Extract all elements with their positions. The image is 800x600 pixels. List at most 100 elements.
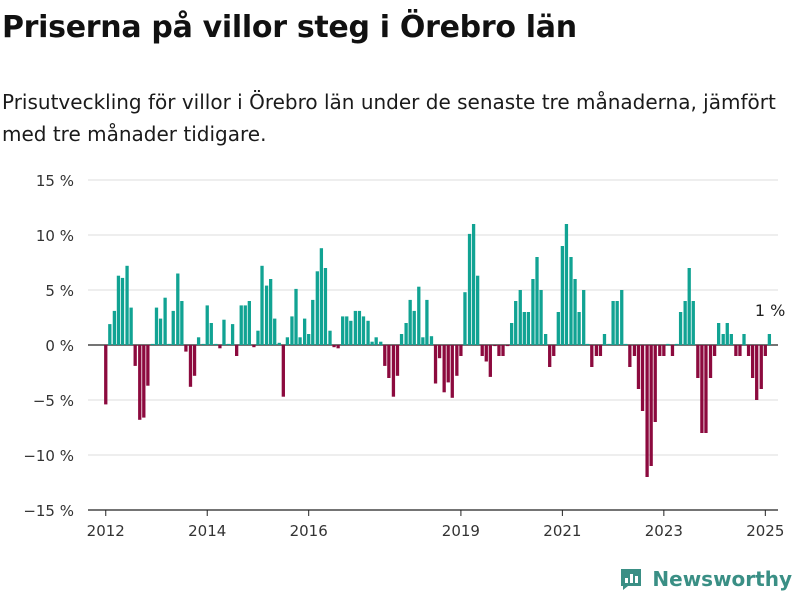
bar: [501, 345, 505, 356]
bar: [281, 345, 285, 397]
bar: [620, 290, 624, 345]
bar: [539, 290, 543, 345]
bar: [590, 345, 594, 367]
x-tick-label: 2025: [746, 522, 784, 540]
bar: [463, 292, 467, 345]
bar: [239, 305, 243, 345]
bar: [459, 345, 463, 356]
bar: [260, 265, 264, 345]
bar: [615, 301, 619, 345]
bar: [450, 345, 454, 398]
bar: [429, 336, 434, 345]
bar: [484, 345, 488, 362]
x-tick-label: 2021: [543, 522, 581, 540]
bar: [640, 345, 645, 411]
bar: [353, 310, 358, 345]
bar: [514, 301, 518, 345]
bar: [294, 288, 298, 345]
x-tick-label: 2012: [87, 522, 125, 540]
bar: [285, 337, 290, 345]
bar: [725, 323, 729, 345]
y-tick-label: 15 %: [36, 172, 74, 190]
bar: [746, 345, 751, 356]
newsworthy-logo-icon: [621, 569, 642, 590]
bar: [573, 279, 577, 345]
x-tick-label: 2014: [188, 522, 226, 540]
bar: [116, 275, 121, 345]
bar: [569, 257, 573, 345]
bar: [417, 286, 421, 345]
bar: [607, 343, 611, 345]
bar: [323, 268, 328, 345]
x-tick-label: 2016: [290, 522, 328, 540]
bar: [345, 316, 349, 345]
bar: [497, 345, 501, 356]
bar: [226, 343, 231, 345]
bar: [738, 345, 742, 356]
bar: [666, 343, 670, 345]
bar: [560, 246, 565, 345]
bar: [696, 345, 700, 378]
bar: [670, 345, 675, 356]
bar: [687, 268, 691, 345]
y-tick-label: −15 %: [23, 502, 74, 520]
bar: [433, 345, 438, 384]
bar: [455, 345, 459, 376]
bar: [188, 345, 193, 387]
bar: [218, 345, 222, 349]
bar: [315, 271, 319, 345]
bar: [408, 299, 412, 345]
bar: [594, 345, 599, 356]
bar: [112, 310, 117, 345]
bar: [192, 345, 197, 376]
bar: [582, 290, 586, 345]
bar: [298, 337, 302, 345]
bar: [404, 323, 408, 345]
bar: [628, 345, 632, 367]
bar: [691, 301, 695, 345]
bar: [425, 299, 429, 345]
bar: [256, 330, 260, 345]
bar: [336, 345, 340, 349]
bar: [645, 345, 649, 477]
bar: [133, 345, 137, 366]
bar: [214, 343, 218, 345]
bar: [716, 323, 721, 345]
bar: [167, 343, 171, 345]
bar: [370, 341, 374, 345]
bar: [176, 273, 180, 345]
bar: [442, 345, 446, 393]
bar: [158, 318, 163, 345]
bar: [125, 265, 129, 345]
newsworthy-brand: Newsworthy: [618, 566, 792, 592]
x-axis: 2012 2014 2016 2019 2021 2023 2025: [87, 509, 784, 540]
bar: [721, 334, 725, 345]
bar: [129, 307, 133, 345]
bar: [379, 341, 383, 345]
y-tick-label: 5 %: [45, 282, 74, 300]
bar: [505, 345, 510, 347]
bar: [383, 345, 387, 366]
bar: [311, 299, 315, 345]
bar: [471, 224, 476, 345]
y-tick-label: 10 %: [36, 227, 74, 245]
x-tick-label: 2019: [442, 522, 480, 540]
bar: [108, 324, 112, 345]
page-subtitle: Prisutveckling för villor i Örebro län u…: [2, 90, 776, 146]
bar: [307, 334, 311, 345]
bar: [624, 343, 628, 345]
bar: [235, 345, 239, 356]
bar: [734, 345, 738, 356]
bar: [205, 305, 209, 345]
bar: [150, 343, 155, 345]
bar: [611, 301, 615, 345]
bar: [488, 345, 492, 377]
bar: [493, 345, 497, 347]
bar: [290, 316, 294, 345]
bar: [700, 345, 704, 433]
bar: [636, 345, 641, 389]
bar: [171, 310, 175, 345]
bar: [180, 301, 184, 345]
bar: [678, 312, 683, 345]
bar: [598, 345, 603, 356]
